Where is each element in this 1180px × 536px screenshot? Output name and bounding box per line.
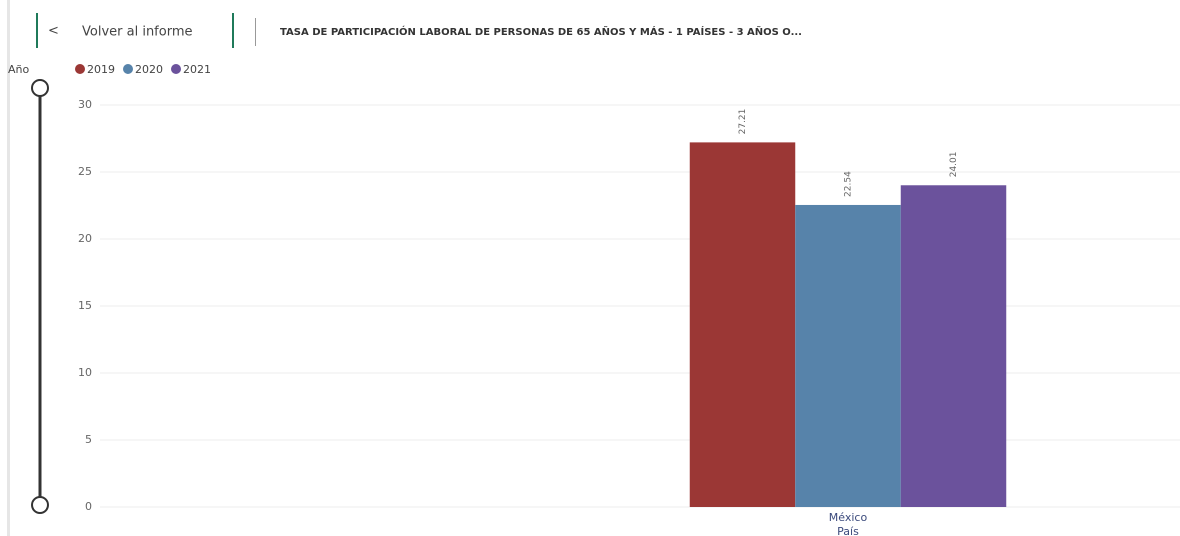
bar [900,185,1007,508]
back-arrow: < [48,24,59,39]
header-title: TASA DE PARTICIPACIÓN LABORAL DE PERSONA… [280,25,802,38]
back-button[interactable]: < Volver al informe [36,13,234,48]
x-axis-title: País [837,525,859,536]
bar [795,204,901,508]
slider-handle[interactable] [31,496,49,514]
separator [255,18,256,46]
legend-label: 2019 [87,63,115,76]
back-label[interactable]: Volver al informe [82,25,193,40]
x-tick-label: México [829,511,868,524]
slider-handle[interactable] [31,79,49,97]
legend-title: Año [8,63,29,76]
back-button-edge [232,13,234,48]
y-tick-label: 20 [78,232,92,245]
back-button-edge [36,13,38,48]
y-tick-label: 5 [85,433,92,446]
legend-label: 2021 [183,63,211,76]
back-button-bg[interactable] [36,13,234,48]
data-label: 22.54 [844,171,854,197]
y-tick-label: 15 [78,299,92,312]
y-tick-label: 25 [78,165,92,178]
legend-dot [123,64,133,74]
y-tick-label: 30 [78,98,92,111]
data-label: 24.01 [949,152,959,178]
data-label: 27.21 [738,109,748,135]
bar [689,142,796,508]
y-tick-label: 10 [78,366,92,379]
legend-dot [171,64,181,74]
left-border [7,0,10,536]
legend-dot [75,64,85,74]
legend-label: 2020 [135,63,163,76]
y-tick-label: 0 [85,500,92,513]
